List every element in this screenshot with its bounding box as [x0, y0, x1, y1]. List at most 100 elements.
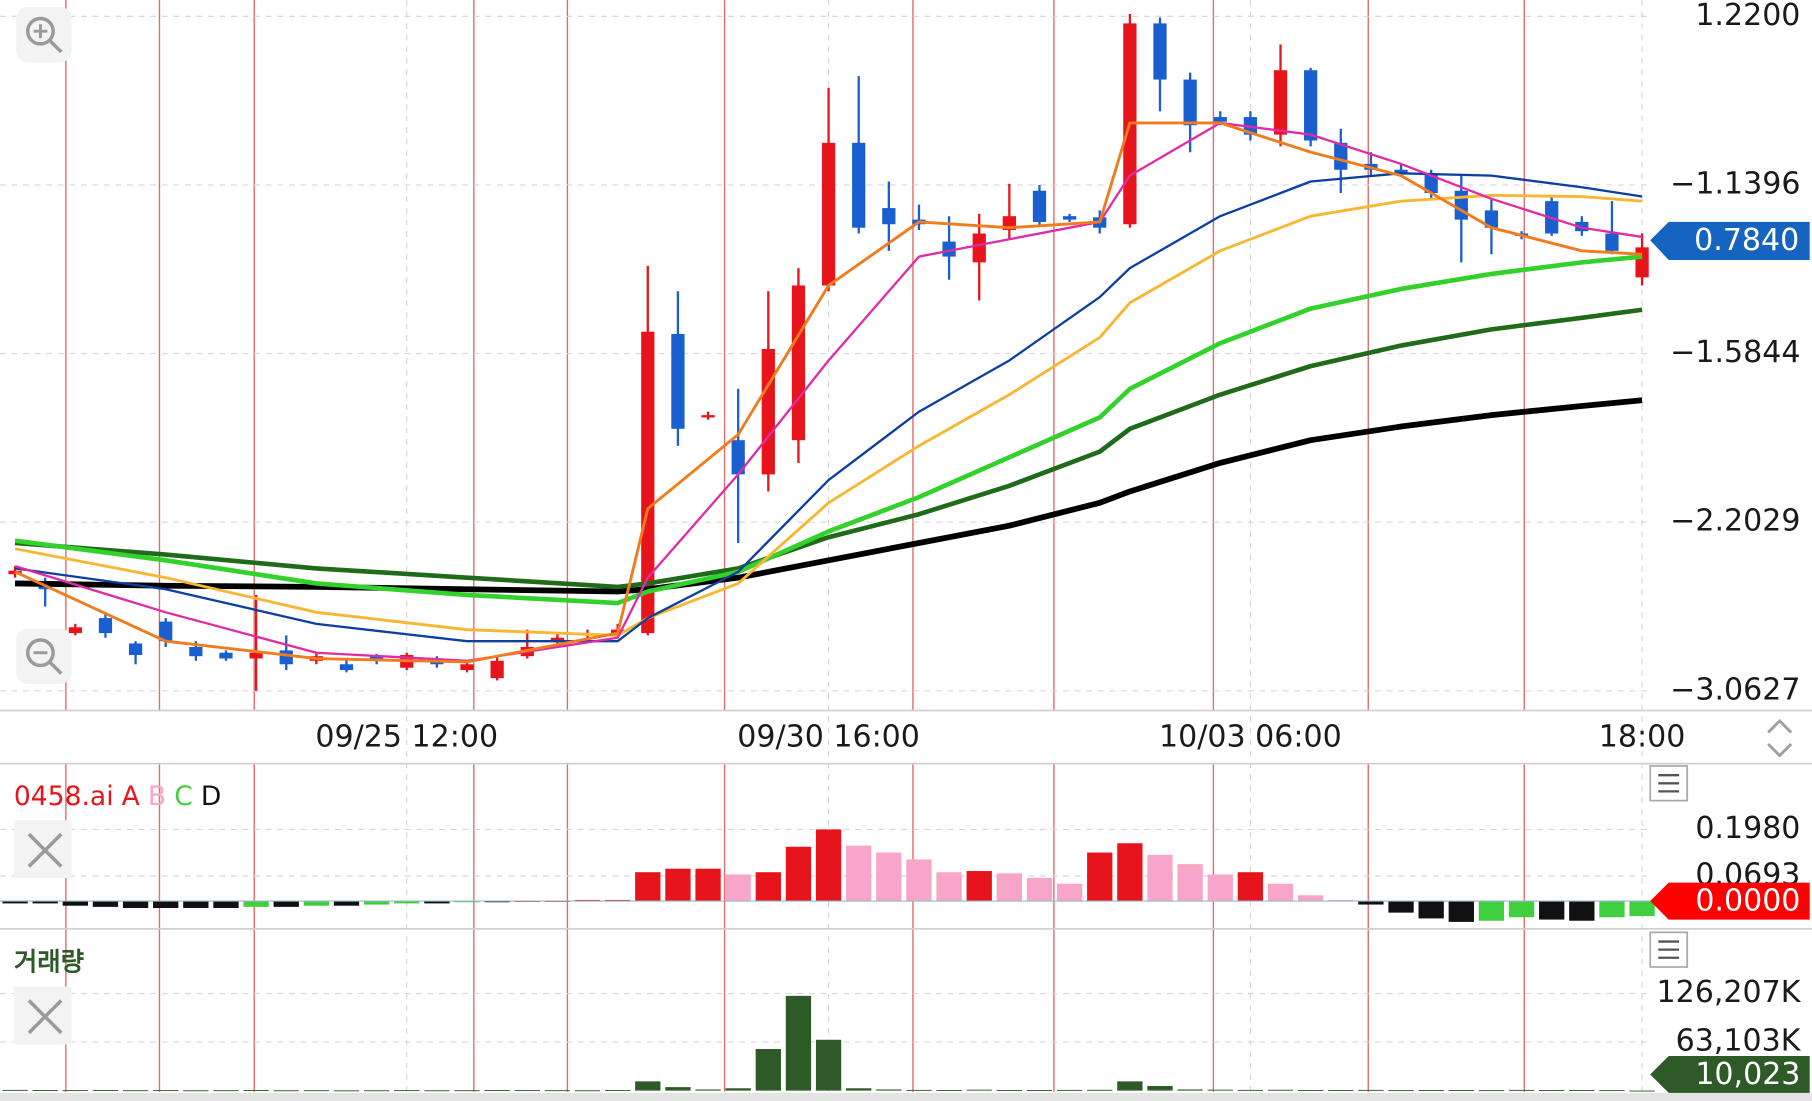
- moving-average-line: [14, 193, 1643, 637]
- indicator-menu[interactable]: [1649, 765, 1689, 802]
- last-value-tag: [1650, 882, 1810, 920]
- candle-body: [1304, 70, 1318, 141]
- price-tag-label: 0.7840: [1694, 223, 1799, 258]
- bar: [1629, 901, 1655, 917]
- bar: [2, 901, 28, 904]
- bar: [32, 901, 58, 904]
- candle-body: [159, 621, 173, 642]
- candle-body: [550, 637, 565, 642]
- bar: [815, 1039, 842, 1091]
- bar: [183, 901, 209, 909]
- bar: [92, 1089, 119, 1091]
- volume-title: 거래량: [14, 947, 84, 977]
- y-tick-label: −1.1396: [1670, 166, 1800, 201]
- moving-average-line: [14, 254, 1643, 606]
- bar: [243, 901, 269, 907]
- bar: [1448, 1090, 1474, 1091]
- bar: [1087, 1089, 1113, 1091]
- volume-menu[interactable]: [1649, 931, 1689, 968]
- candle-body: [1032, 190, 1047, 222]
- legend-entry: B: [148, 781, 166, 812]
- bar: [1267, 883, 1294, 902]
- candle-body: [1273, 70, 1288, 135]
- moving-average-line: [14, 172, 1643, 643]
- candle-body: [701, 415, 715, 418]
- indicator-legend: 0458.ai A B C D: [14, 781, 222, 812]
- bar: [695, 868, 721, 902]
- close-volume[interactable]: [13, 986, 72, 1045]
- y-tick-label: −1.5844: [1670, 335, 1800, 370]
- bar: [303, 1090, 330, 1092]
- candle-body: [1213, 117, 1227, 122]
- candle-body: [1454, 190, 1468, 220]
- bar: [996, 873, 1023, 902]
- bar: [1117, 843, 1143, 902]
- candle-body: [279, 650, 293, 665]
- x-tick-label: 10/03 06:00: [1159, 720, 1342, 755]
- legend-title: 0458.ai: [14, 781, 114, 812]
- bar: [1147, 1085, 1173, 1091]
- bar: [906, 859, 932, 902]
- bar: [32, 1090, 58, 1091]
- bar: [695, 1089, 721, 1091]
- bar: [966, 1089, 992, 1091]
- bar: [1237, 1089, 1264, 1091]
- bar: [1177, 864, 1203, 902]
- bar: [1629, 1090, 1655, 1092]
- bar: [846, 1088, 872, 1091]
- bar: [1026, 877, 1053, 902]
- legend-entry: A: [122, 781, 140, 812]
- bar: [1117, 1081, 1143, 1091]
- candle-body: [791, 285, 806, 441]
- bar: [484, 901, 510, 903]
- scroll-arrows[interactable]: [1767, 718, 1793, 758]
- candle-body: [1153, 23, 1167, 80]
- bar: [936, 872, 962, 902]
- bar: [1237, 872, 1264, 902]
- bar: [1388, 901, 1414, 913]
- bar: [1147, 854, 1173, 902]
- candle-body: [942, 241, 956, 257]
- bar: [544, 1090, 571, 1092]
- zoom-out[interactable]: [16, 628, 72, 684]
- bar: [213, 1090, 239, 1092]
- zoom-in[interactable]: [16, 6, 72, 63]
- bottom-bar: [0, 1092, 1812, 1101]
- candle-body: [1334, 142, 1348, 170]
- bar: [1056, 1089, 1083, 1091]
- bar: [1599, 1090, 1625, 1092]
- bar: [363, 901, 390, 905]
- close-indicator[interactable]: [13, 820, 72, 879]
- time-axis-band: [0, 710, 1812, 764]
- bar: [1328, 1090, 1354, 1091]
- bar: [333, 901, 360, 906]
- bar: [153, 901, 179, 909]
- bar: [514, 1090, 540, 1092]
- candle-body: [1394, 169, 1408, 174]
- bar: [574, 1090, 601, 1092]
- candle-body: [98, 618, 113, 634]
- bar: [122, 1090, 149, 1092]
- moving-average-line: [14, 121, 1643, 664]
- moving-average-line: [14, 121, 1643, 662]
- bar: [363, 1090, 390, 1092]
- bar: [1358, 901, 1384, 905]
- legend-entry: D: [201, 781, 221, 812]
- bar: [1087, 852, 1113, 902]
- bar: [153, 1090, 179, 1092]
- candle-body: [731, 440, 745, 475]
- session-separators: [65, 0, 1525, 1092]
- bar: [424, 1090, 450, 1092]
- x-tick-label: 09/30 16:00: [737, 720, 920, 755]
- bar: [1418, 901, 1444, 919]
- bar: [122, 901, 149, 909]
- moving-average-line: [14, 307, 1643, 590]
- bar: [1539, 1090, 1565, 1091]
- bar: [1478, 901, 1505, 921]
- bar: [635, 1081, 661, 1091]
- moving-average-line: [14, 397, 1643, 595]
- bar: [484, 1090, 510, 1091]
- bar: [454, 901, 480, 903]
